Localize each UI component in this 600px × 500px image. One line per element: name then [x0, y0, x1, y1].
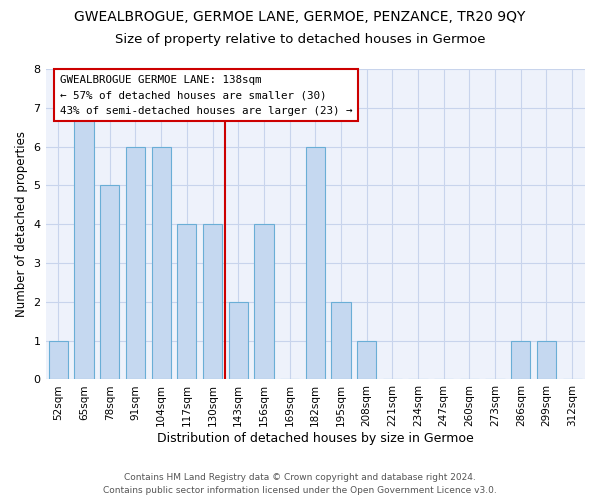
- Bar: [229, 302, 248, 380]
- Bar: [331, 302, 350, 380]
- Bar: [511, 340, 530, 380]
- Bar: [305, 146, 325, 380]
- Bar: [74, 108, 94, 380]
- Bar: [177, 224, 196, 380]
- Y-axis label: Number of detached properties: Number of detached properties: [15, 131, 28, 317]
- Text: Contains HM Land Registry data © Crown copyright and database right 2024.
Contai: Contains HM Land Registry data © Crown c…: [103, 473, 497, 495]
- Bar: [254, 224, 274, 380]
- Text: GWEALBROGUE, GERMOE LANE, GERMOE, PENZANCE, TR20 9QY: GWEALBROGUE, GERMOE LANE, GERMOE, PENZAN…: [74, 10, 526, 24]
- Bar: [152, 146, 171, 380]
- X-axis label: Distribution of detached houses by size in Germoe: Distribution of detached houses by size …: [157, 432, 473, 445]
- Bar: [203, 224, 222, 380]
- Bar: [537, 340, 556, 380]
- Text: GWEALBROGUE GERMOE LANE: 138sqm
← 57% of detached houses are smaller (30)
43% of: GWEALBROGUE GERMOE LANE: 138sqm ← 57% of…: [59, 75, 352, 116]
- Bar: [126, 146, 145, 380]
- Bar: [357, 340, 376, 380]
- Bar: [49, 340, 68, 380]
- Bar: [100, 186, 119, 380]
- Text: Size of property relative to detached houses in Germoe: Size of property relative to detached ho…: [115, 32, 485, 46]
